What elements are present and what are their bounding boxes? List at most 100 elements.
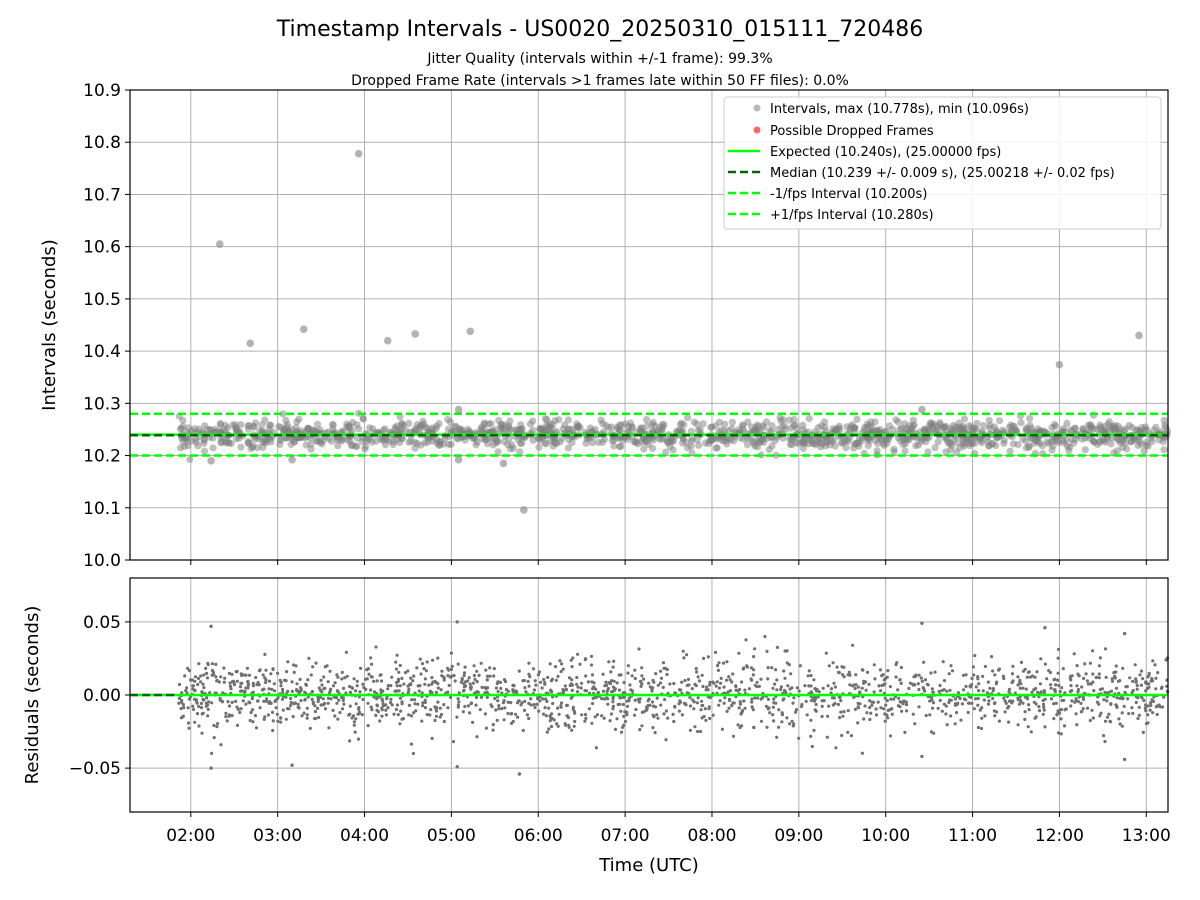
residual-point xyxy=(299,699,303,703)
residual-point xyxy=(661,685,665,690)
residual-point xyxy=(752,725,756,729)
residual-point xyxy=(841,673,845,677)
residual-point xyxy=(182,706,186,710)
residual-point xyxy=(902,699,906,703)
residual-point xyxy=(226,700,230,704)
residual-point xyxy=(533,679,537,683)
residual-point xyxy=(559,704,563,708)
interval-point xyxy=(662,448,670,456)
residual-point xyxy=(738,725,742,730)
residual-point xyxy=(289,696,293,701)
residual-point xyxy=(810,744,814,749)
residual-point xyxy=(764,704,769,708)
residual-point xyxy=(450,664,454,669)
residual-point xyxy=(852,683,856,687)
x-tick-label: 09:00 xyxy=(774,826,823,846)
residual-point xyxy=(812,678,816,682)
residual-point xyxy=(1114,686,1119,690)
residual-point xyxy=(970,676,974,681)
residual-point xyxy=(1077,695,1081,699)
residual-point xyxy=(239,672,243,676)
residual-point xyxy=(797,689,801,693)
residual-point xyxy=(542,677,546,682)
residual-point xyxy=(693,682,697,687)
residual-point xyxy=(870,700,874,704)
interval-point xyxy=(480,419,489,427)
residual-point xyxy=(302,711,306,715)
residual-point xyxy=(536,673,541,677)
residual-point xyxy=(336,675,340,679)
residual-point xyxy=(342,702,346,706)
interval-point xyxy=(850,424,858,432)
residual-point xyxy=(202,686,206,690)
interval-point xyxy=(765,446,773,454)
residual-point xyxy=(575,690,580,694)
residual-point xyxy=(543,706,547,710)
residual-point xyxy=(1098,687,1102,692)
residual-point xyxy=(200,731,204,735)
interval-point xyxy=(565,435,573,443)
interval-outlier-point xyxy=(383,336,392,345)
residual-point xyxy=(1011,679,1015,683)
residual-point xyxy=(804,699,808,704)
residual-point xyxy=(941,660,945,664)
interval-point xyxy=(419,417,427,425)
residual-point xyxy=(1025,697,1030,701)
residual-point xyxy=(308,726,312,731)
residual-point xyxy=(1118,696,1122,701)
residual-point xyxy=(882,678,886,682)
residual-outlier-point xyxy=(455,620,459,624)
residual-point xyxy=(563,723,568,727)
residual-point xyxy=(983,664,988,669)
residual-point xyxy=(772,697,776,701)
interval-point xyxy=(1150,426,1158,434)
residual-point xyxy=(456,697,460,701)
residual-point xyxy=(394,707,398,712)
residual-outlier-point xyxy=(517,772,522,776)
residual-point xyxy=(1056,656,1060,660)
residual-point xyxy=(307,656,311,660)
residual-point xyxy=(1112,671,1116,675)
residual-point xyxy=(601,689,606,694)
residual-point xyxy=(306,678,310,682)
residuals-outliers xyxy=(209,620,1127,776)
residual-point xyxy=(370,708,374,712)
residual-point xyxy=(1141,677,1145,681)
interval-point xyxy=(643,422,651,430)
residual-point xyxy=(1073,700,1077,704)
residual-point xyxy=(1056,678,1060,682)
residual-point xyxy=(662,712,666,716)
residual-point xyxy=(1148,708,1152,712)
interval-point xyxy=(359,414,367,423)
interval-point xyxy=(768,422,776,430)
residual-point xyxy=(337,698,341,702)
residual-point xyxy=(292,670,296,675)
residual-point xyxy=(510,711,514,716)
residual-point xyxy=(367,672,371,676)
residual-point xyxy=(375,679,379,683)
residual-point xyxy=(1116,679,1120,683)
residual-point xyxy=(331,708,335,713)
residual-point xyxy=(576,652,580,656)
residual-point xyxy=(478,708,482,712)
residual-point xyxy=(981,674,985,679)
interval-point xyxy=(347,442,356,450)
interval-point xyxy=(349,418,357,427)
residual-point xyxy=(916,682,920,686)
residual-point xyxy=(463,665,467,669)
residual-point xyxy=(722,701,726,705)
residual-point xyxy=(450,674,454,678)
residual-point xyxy=(600,714,604,718)
interval-point xyxy=(1027,424,1035,432)
residual-point xyxy=(394,667,398,671)
residual-point xyxy=(924,713,928,718)
residual-point xyxy=(917,673,921,677)
residual-point xyxy=(767,706,771,710)
residual-point xyxy=(976,675,980,679)
residual-point xyxy=(326,680,330,684)
residual-point xyxy=(578,662,582,666)
residual-point xyxy=(777,708,781,712)
residual-point xyxy=(610,679,614,683)
residual-point xyxy=(436,700,440,704)
residual-point xyxy=(235,679,239,683)
